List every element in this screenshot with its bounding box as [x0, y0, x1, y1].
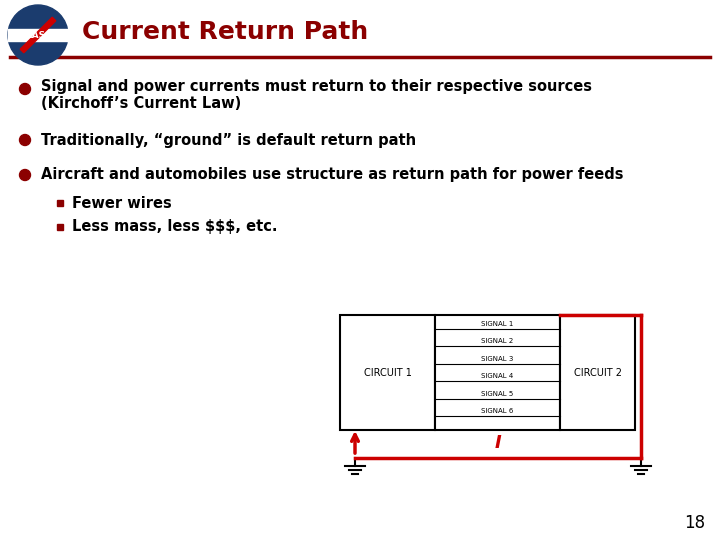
Bar: [57, 224, 63, 230]
Text: SIGNAL 5: SIGNAL 5: [482, 391, 513, 397]
Text: CIRCUIT 1: CIRCUIT 1: [364, 368, 411, 377]
Circle shape: [19, 134, 30, 145]
Bar: [57, 200, 63, 206]
Text: (Kirchoff’s Current Law): (Kirchoff’s Current Law): [41, 96, 241, 111]
Text: Traditionally, “ground” is default return path: Traditionally, “ground” is default retur…: [41, 132, 416, 147]
Text: Aircraft and automobiles use structure as return path for power feeds: Aircraft and automobiles use structure a…: [41, 167, 624, 183]
Text: SIGNAL 4: SIGNAL 4: [482, 373, 513, 379]
FancyBboxPatch shape: [8, 29, 68, 41]
Circle shape: [19, 84, 30, 94]
Text: SIGNAL 1: SIGNAL 1: [481, 321, 513, 327]
Text: SIGNAL 3: SIGNAL 3: [481, 356, 513, 362]
Text: Fewer wires: Fewer wires: [72, 195, 172, 211]
Text: 18: 18: [684, 514, 705, 532]
FancyArrow shape: [20, 17, 55, 53]
Bar: [435, 315, 560, 430]
Text: SIGNAL 2: SIGNAL 2: [482, 338, 513, 345]
Circle shape: [19, 170, 30, 180]
Text: SIGNAL 6: SIGNAL 6: [481, 408, 513, 414]
Text: CIRCUIT 2: CIRCUIT 2: [574, 368, 621, 377]
Circle shape: [8, 5, 68, 65]
Text: Signal and power currents must return to their respective sources: Signal and power currents must return to…: [41, 79, 592, 94]
Text: Less mass, less $$$, etc.: Less mass, less $$$, etc.: [72, 219, 277, 234]
Text: I: I: [495, 434, 501, 452]
Bar: [560, 315, 635, 430]
Text: NASA: NASA: [24, 30, 52, 39]
Text: Current Return Path: Current Return Path: [82, 20, 368, 44]
Bar: [340, 315, 435, 430]
